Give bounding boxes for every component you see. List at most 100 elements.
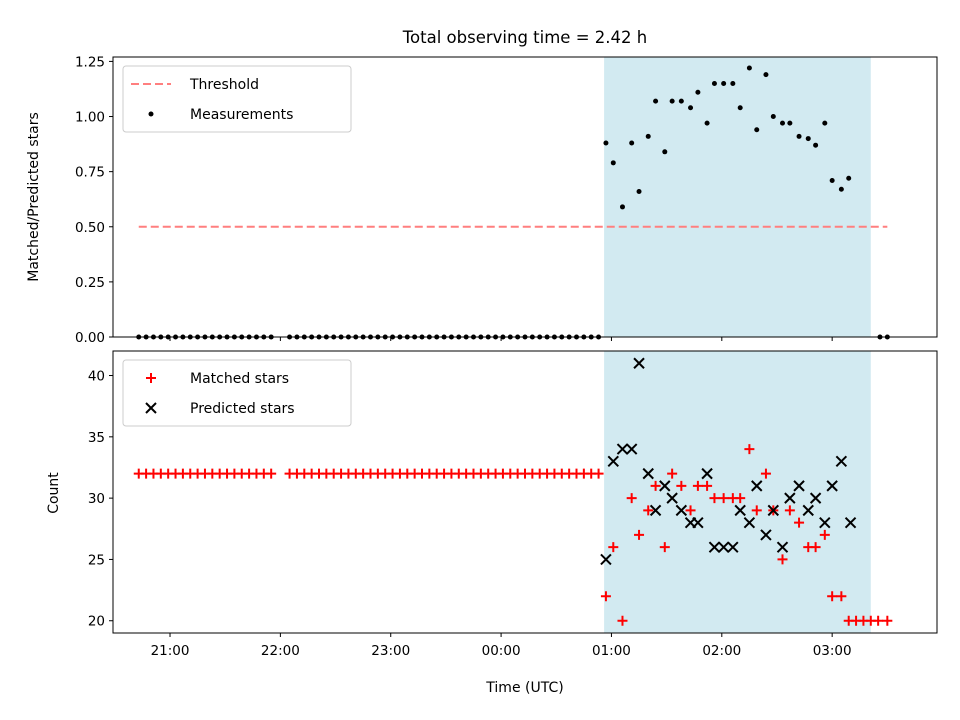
- data-point: [809, 492, 822, 504]
- data-point: [746, 65, 752, 71]
- data-point: [796, 133, 802, 139]
- data-point: [743, 516, 756, 529]
- data-point: [873, 615, 884, 626]
- data-point: [642, 467, 654, 480]
- data-point: [610, 160, 616, 166]
- data-point: [835, 455, 848, 468]
- top-panel: 0.00 0.25 0.50 0.75 1.00 1.25 Threshold Measure…: [75, 54, 938, 346]
- legend-label: Matched stars: [190, 371, 289, 387]
- data-point: [709, 493, 720, 504]
- data-point: [600, 553, 612, 566]
- chart-title: Total observing time = 2.42 h: [402, 28, 647, 47]
- x-tick-label: 22:00: [261, 643, 300, 659]
- data-point: [777, 554, 788, 565]
- y-tick-label: 20: [88, 614, 105, 630]
- legend-handle: [148, 111, 154, 117]
- data-point: [708, 541, 721, 553]
- data-point: [838, 186, 844, 192]
- data-point: [754, 127, 760, 133]
- x-tick-label: 03:00: [813, 643, 852, 659]
- data-point: [634, 529, 645, 540]
- data-point: [695, 89, 701, 95]
- data-point: [692, 516, 704, 529]
- data-point: [735, 493, 746, 504]
- x-tick-label: 21:00: [151, 643, 190, 659]
- data-point: [616, 443, 629, 455]
- plot-frame: [112, 56, 938, 338]
- data-point: [266, 468, 277, 479]
- data-point: [767, 504, 780, 517]
- data-point: [650, 480, 661, 491]
- data-point: [844, 516, 857, 529]
- data-point: [802, 504, 814, 517]
- data-point: [836, 591, 847, 602]
- legend-box: [122, 65, 352, 133]
- observing-window-shade: [604, 57, 871, 337]
- data-point: [608, 542, 619, 553]
- data-point: [711, 80, 717, 86]
- data-point: [633, 357, 645, 369]
- data-point: [603, 140, 609, 146]
- x-axis-label: Time (UTC): [485, 680, 563, 696]
- data-point: [826, 480, 838, 492]
- data-point: [882, 615, 893, 626]
- data-point: [659, 480, 671, 492]
- data-point: [751, 505, 762, 516]
- data-point: [669, 98, 675, 104]
- plot-frame: [112, 350, 938, 634]
- data-point: [819, 529, 830, 540]
- data-point: [702, 480, 713, 491]
- x-tick-label: 23:00: [371, 643, 410, 659]
- y-tick-label: 0.25: [75, 275, 105, 291]
- data-point: [643, 505, 654, 516]
- top-y-axis-label: Matched/Predicted stars: [26, 112, 42, 282]
- data-point: [730, 80, 736, 86]
- data-point: [737, 105, 743, 111]
- data-point: [662, 149, 668, 155]
- data-point: [846, 175, 852, 181]
- data-point: [760, 529, 772, 541]
- data-point: [794, 517, 805, 528]
- data-point: [813, 142, 819, 148]
- data-point: [721, 80, 727, 86]
- data-point: [751, 480, 763, 492]
- data-point: [805, 136, 811, 142]
- data-point: [829, 177, 835, 183]
- data-point: [666, 492, 678, 504]
- data-point: [717, 541, 730, 553]
- data-point: [780, 120, 785, 126]
- data-point: [636, 188, 642, 194]
- data-point: [822, 120, 828, 126]
- data-point: [787, 120, 793, 126]
- data-point: [744, 444, 755, 455]
- data-point: [626, 493, 637, 504]
- data-point: [645, 133, 651, 139]
- data-point: [776, 541, 789, 553]
- x-tick-label: 01:00: [592, 643, 631, 659]
- data-point: [675, 504, 688, 517]
- x-tick-label: 02:00: [702, 643, 741, 659]
- legend-handle: [146, 373, 156, 383]
- data-point: [593, 468, 604, 479]
- data-point: [692, 480, 703, 491]
- data-point: [619, 204, 625, 210]
- data-point: [688, 105, 694, 111]
- y-tick-label: 0.50: [75, 220, 105, 236]
- y-tick-label: 30: [88, 491, 105, 507]
- data-point: [629, 140, 635, 146]
- data-point: [649, 504, 662, 517]
- bottom-y-axis-label: Count: [46, 472, 62, 514]
- data-point: [810, 542, 821, 553]
- data-point: [625, 443, 638, 455]
- y-tick-label: 0.75: [75, 165, 105, 181]
- data-point: [784, 492, 796, 504]
- data-point: [607, 455, 619, 468]
- data-point: [793, 480, 805, 492]
- legend-box: [122, 359, 352, 427]
- data-point: [667, 468, 678, 479]
- data-point: [701, 467, 713, 480]
- data-point: [617, 615, 628, 626]
- data-point: [827, 591, 838, 602]
- data-point: [718, 493, 729, 504]
